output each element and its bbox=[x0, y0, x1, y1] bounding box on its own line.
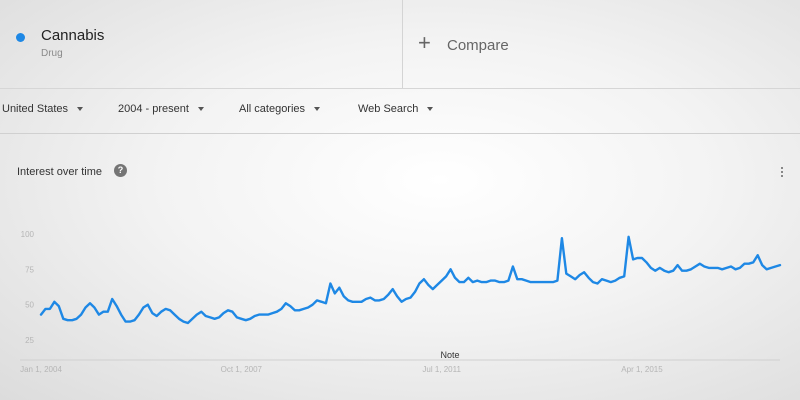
interest-over-time-title: Interest over time bbox=[17, 166, 102, 178]
category-dropdown[interactable]: All categories bbox=[239, 103, 321, 115]
caret-down-icon bbox=[427, 107, 434, 111]
region-dropdown[interactable]: United States bbox=[2, 103, 84, 115]
compare-label: Compare bbox=[447, 36, 509, 54]
x-tick-label: Jul 1, 2011 bbox=[422, 365, 461, 374]
category-label: All categories bbox=[239, 103, 306, 115]
interest-chart: 25 50 75 100 Jan 1, 2004 Oct 1, 2007 Jul 1, 2… bbox=[20, 230, 782, 374]
caret-down-icon bbox=[197, 107, 204, 111]
region-label: United States bbox=[2, 103, 69, 115]
y-tick-label: 25 bbox=[25, 336, 34, 345]
y-tick-label: 50 bbox=[25, 301, 34, 310]
help-icon[interactable]: ? bbox=[114, 164, 127, 177]
time-range-dropdown[interactable]: 2004 - present bbox=[118, 103, 204, 115]
term-color-dot bbox=[16, 33, 25, 42]
more-vert-icon[interactable] bbox=[778, 164, 786, 180]
filter-bar: United States 2004 - present All categor… bbox=[0, 89, 800, 134]
time-range-label: 2004 - present bbox=[118, 103, 189, 115]
compare-button[interactable]: + Compare bbox=[418, 30, 509, 60]
plus-icon: + bbox=[418, 30, 431, 55]
x-tick-label: Jan 1, 2004 bbox=[20, 365, 62, 374]
y-tick-label: 100 bbox=[21, 230, 35, 239]
interest-over-time-card: Interest over time ? 25 50 75 100 Jan 1, 20… bbox=[0, 155, 800, 400]
term-bar: Cannabis Drug + Compare bbox=[0, 0, 800, 89]
y-axis-ticks: 25 50 75 100 bbox=[21, 230, 35, 345]
note-label[interactable]: Note bbox=[440, 350, 459, 360]
y-tick-label: 75 bbox=[25, 265, 34, 274]
caret-down-icon bbox=[77, 107, 84, 111]
search-type-dropdown[interactable]: Web Search bbox=[358, 103, 434, 115]
x-axis-ticks: Jan 1, 2004 Oct 1, 2007 Jul 1, 2011 Apr 1, … bbox=[20, 365, 663, 374]
series-line-cannabis bbox=[39, 235, 782, 325]
term-type: Drug bbox=[41, 48, 63, 59]
x-tick-label: Oct 1, 2007 bbox=[221, 365, 263, 374]
term-card-cannabis[interactable]: Cannabis Drug bbox=[0, 0, 403, 88]
search-type-label: Web Search bbox=[358, 103, 419, 115]
term-name: Cannabis bbox=[41, 27, 105, 44]
caret-down-icon bbox=[314, 107, 321, 111]
x-tick-label: Apr 1, 2015 bbox=[621, 365, 663, 374]
